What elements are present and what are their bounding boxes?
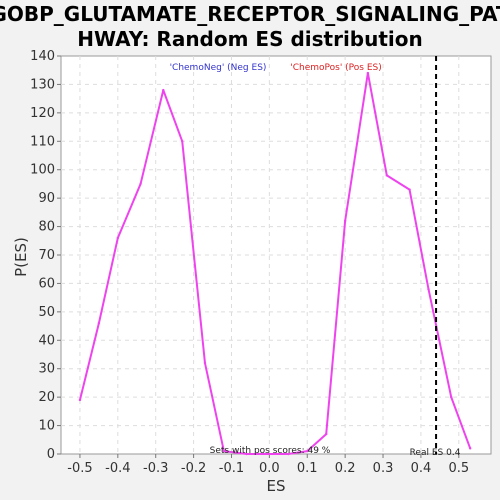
y-tick-label: 100 xyxy=(30,163,55,178)
y-tick-label: 90 xyxy=(38,191,55,206)
data-point xyxy=(366,71,370,75)
es-distribution-line xyxy=(78,72,472,455)
neg-es-legend: 'ChemoNeg' (Neg ES) xyxy=(170,63,267,73)
x-axis-label: ES xyxy=(267,477,286,495)
data-point xyxy=(203,361,207,365)
data-point xyxy=(139,182,142,186)
y-tick-label: 30 xyxy=(38,362,55,377)
x-tick-label: 0.3 xyxy=(373,461,394,476)
data-point xyxy=(268,452,271,456)
data-point xyxy=(343,219,347,223)
y-tick-label: 80 xyxy=(38,220,55,235)
data-point xyxy=(97,322,101,325)
data-point xyxy=(427,287,430,291)
data-point xyxy=(162,88,165,92)
x-tick-label: -0.4 xyxy=(105,461,130,476)
data-point xyxy=(324,432,328,436)
x-tick-label: -0.1 xyxy=(219,461,244,476)
data-point xyxy=(245,452,248,456)
y-axis-ticks: 0 10 20 30 40 50 60 70 80 90 100 110 120 130 140 xyxy=(30,49,61,462)
x-axis-ticks: -0.5 -0.4 -0.3 -0.2 -0.1 0.0 0.1 0.2 0.3 0.4 0.5 xyxy=(67,454,469,476)
data-point xyxy=(450,395,453,399)
x-tick-label: -0.5 xyxy=(67,461,92,476)
y-tick-label: 140 xyxy=(30,49,55,64)
series-layer xyxy=(78,71,472,456)
chart-title-line2: HWAY: Random ES distribution xyxy=(77,27,423,51)
x-tick-label: 0.4 xyxy=(411,461,432,476)
y-tick-label: 60 xyxy=(38,276,55,291)
chart-title-line1: GOBP_GLUTAMATE_RECEPTOR_SIGNALING_PAT xyxy=(0,2,500,26)
grid-lines xyxy=(61,56,491,454)
y-tick-label: 130 xyxy=(30,77,55,92)
pos-es-legend: 'ChemoPos' (Pos ES) xyxy=(290,63,382,73)
y-tick-label: 50 xyxy=(38,305,55,320)
pos-scores-annotation: Sets with pos scores: 49 % xyxy=(210,446,331,456)
real-es-annotation: Real ES 0.4 xyxy=(410,448,461,458)
data-point xyxy=(468,447,472,450)
y-tick-label: 110 xyxy=(30,134,55,149)
y-tick-label: 10 xyxy=(38,419,55,434)
data-point xyxy=(78,398,82,402)
x-tick-label: 0.0 xyxy=(259,461,280,476)
y-tick-label: 120 xyxy=(30,106,55,121)
data-point xyxy=(181,140,184,143)
data-point xyxy=(222,449,226,453)
y-axis-label: P(ES) xyxy=(12,237,30,277)
data-point xyxy=(385,174,389,177)
data-point xyxy=(116,236,120,240)
x-tick-label: -0.2 xyxy=(181,461,206,476)
y-tick-label: 70 xyxy=(38,248,55,263)
x-tick-label: 0.1 xyxy=(297,461,318,476)
y-tick-label: 20 xyxy=(38,390,55,405)
x-tick-label: -0.3 xyxy=(143,461,168,476)
x-tick-label: 0.5 xyxy=(448,461,469,476)
plot-area xyxy=(60,55,492,455)
data-point xyxy=(287,452,290,456)
x-tick-label: 0.2 xyxy=(335,461,356,476)
data-point xyxy=(306,449,309,453)
y-tick-label: 40 xyxy=(38,333,55,348)
y-tick-label: 0 xyxy=(47,447,55,462)
data-point xyxy=(408,188,411,191)
